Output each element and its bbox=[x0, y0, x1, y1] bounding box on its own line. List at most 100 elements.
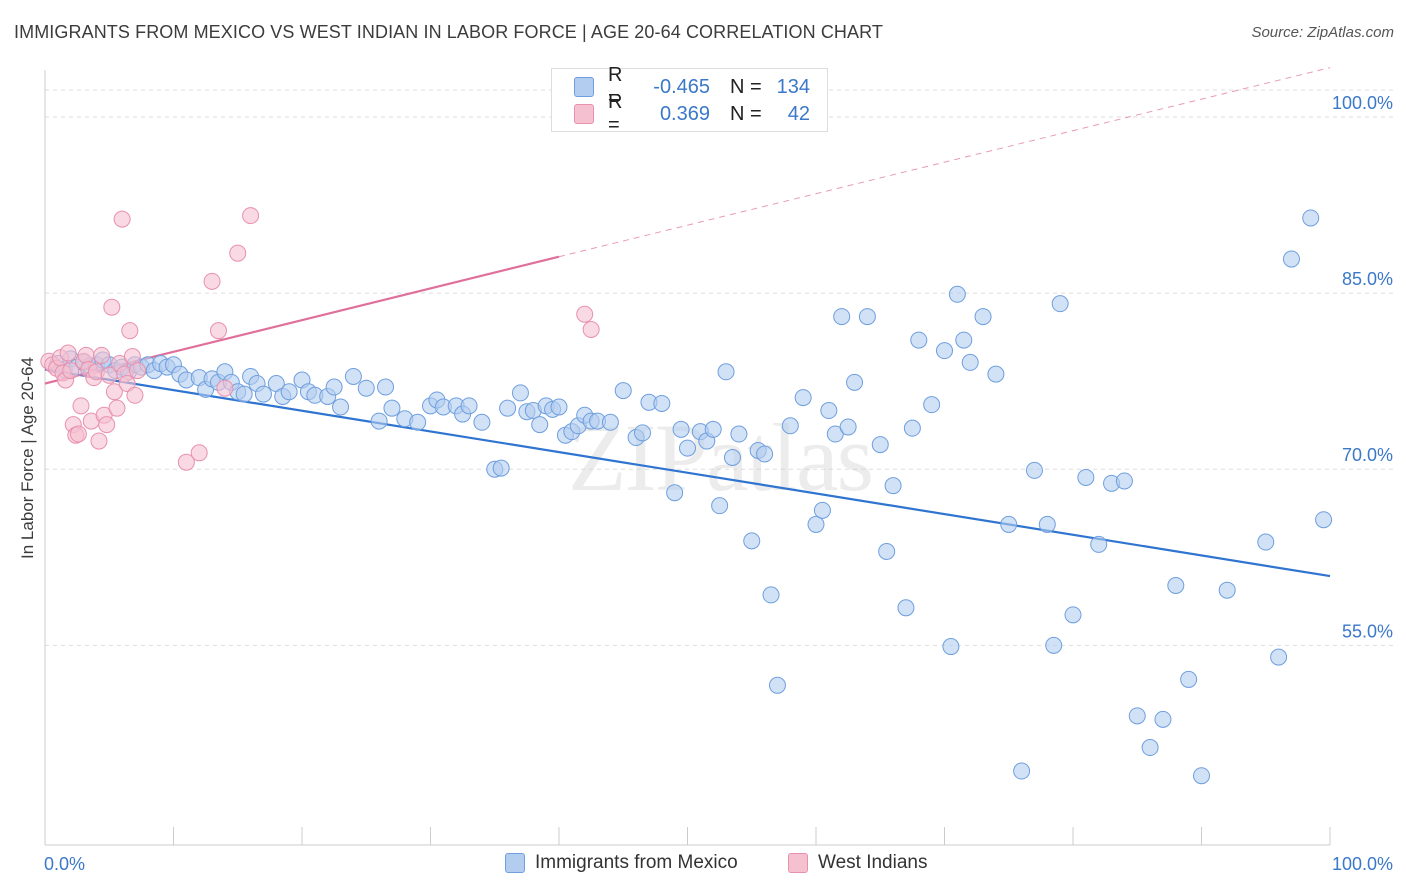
mexico-point bbox=[679, 439, 696, 457]
y-tick-label: 100.0% bbox=[1332, 93, 1393, 113]
west-indians-point bbox=[242, 207, 260, 225]
west-indians-point bbox=[203, 272, 221, 290]
mexico-point bbox=[846, 373, 864, 391]
mexico-point bbox=[1193, 767, 1210, 785]
west-indians-point bbox=[72, 397, 90, 415]
chart-title: IMMIGRANTS FROM MEXICO VS WEST INDIAN IN… bbox=[14, 22, 883, 42]
mexico-point bbox=[871, 436, 889, 454]
mexico-point bbox=[653, 394, 671, 412]
mexico-point bbox=[1051, 295, 1069, 313]
mexico-point bbox=[1218, 581, 1236, 599]
mexico-point bbox=[858, 308, 876, 326]
y-tick-label: 70.0% bbox=[1342, 445, 1393, 465]
legend-r-value: -0.465 bbox=[653, 75, 710, 98]
mexico-point bbox=[1302, 209, 1320, 227]
legend-n-label: N = bbox=[730, 102, 762, 125]
west-indians-point bbox=[108, 399, 126, 417]
y-tick-label: 55.0% bbox=[1342, 621, 1393, 641]
mexico-point bbox=[1064, 606, 1082, 624]
data-points bbox=[40, 207, 1333, 785]
west-indians-point bbox=[77, 346, 95, 364]
west-indians-point bbox=[93, 346, 111, 364]
legend-n-value: 134 bbox=[776, 75, 810, 98]
mexico-point bbox=[1167, 576, 1185, 594]
mexico-point bbox=[826, 425, 844, 443]
mexico-point bbox=[923, 396, 941, 414]
bottom-legend: Immigrants from Mexico West Indians bbox=[0, 852, 1406, 876]
mexico-point bbox=[614, 382, 632, 400]
mexico-point bbox=[903, 419, 921, 437]
mexico-point bbox=[813, 501, 831, 519]
mexico-point bbox=[781, 417, 799, 435]
mexico-point bbox=[1257, 533, 1275, 551]
mexico-point bbox=[987, 365, 1005, 383]
mexico-point bbox=[499, 399, 517, 417]
mexico-point bbox=[492, 459, 510, 477]
legend: R = -0.465 N = 134 R = 0.369 N = 42 bbox=[551, 64, 828, 136]
source-label: Source: ZipAtlas.com bbox=[1251, 24, 1394, 41]
west-indians-trend-extension bbox=[558, 67, 1331, 258]
west-indians-point bbox=[103, 298, 121, 316]
mexico-point bbox=[1115, 472, 1133, 490]
bottom-legend-swatch-blue bbox=[505, 853, 525, 873]
legend-r-value: 0.369 bbox=[659, 102, 710, 125]
mexico-point bbox=[730, 425, 748, 443]
west-indians-point bbox=[121, 322, 139, 340]
west-indians-point bbox=[90, 432, 108, 450]
west-indians-point bbox=[118, 375, 136, 393]
y-tick-label: 85.0% bbox=[1342, 269, 1393, 289]
mexico-point bbox=[1180, 670, 1198, 688]
mexico-point bbox=[936, 342, 953, 360]
mexico-point bbox=[1315, 511, 1333, 529]
mexico-point bbox=[672, 420, 690, 438]
west-indians-point bbox=[129, 362, 147, 380]
mexico-point bbox=[1282, 250, 1300, 268]
mexico-point bbox=[1013, 762, 1031, 780]
mexico-point bbox=[1270, 648, 1288, 666]
mexico-point bbox=[794, 389, 812, 407]
mexico-point bbox=[711, 497, 729, 515]
tick-labels: 55.0% 70.0% 85.0% 100.0% 0.0% 100.0% bbox=[44, 93, 1393, 874]
mexico-point bbox=[634, 424, 652, 442]
mexico-point bbox=[1025, 461, 1043, 479]
mexico-point bbox=[1038, 515, 1056, 533]
west-indians-point bbox=[582, 321, 600, 339]
mexico-point bbox=[897, 599, 915, 617]
mexico-point bbox=[839, 418, 857, 436]
bottom-legend-label: West Indians bbox=[818, 852, 928, 873]
mexico-point bbox=[1000, 515, 1018, 533]
legend-n-label: N = bbox=[730, 75, 762, 98]
west-indians-point bbox=[209, 322, 227, 340]
mexico-point bbox=[743, 532, 761, 550]
legend-row-west-indians: R = 0.369 N = 42 bbox=[574, 91, 810, 136]
mexico-point bbox=[377, 378, 395, 396]
mexico-point bbox=[511, 384, 529, 402]
legend-swatch-blue bbox=[574, 77, 594, 97]
legend-r-label: R = bbox=[608, 64, 623, 109]
x-tick-label: 100.0% bbox=[1332, 854, 1393, 874]
mexico-point bbox=[884, 477, 902, 495]
legend-r-label: R = bbox=[608, 91, 623, 136]
mexico-point bbox=[723, 449, 741, 466]
mexico-point bbox=[961, 353, 979, 371]
mexico-point bbox=[1141, 739, 1159, 757]
west-indians-point bbox=[126, 386, 144, 404]
mexico-point bbox=[955, 331, 973, 349]
west-indians-point bbox=[216, 379, 234, 397]
bottom-legend-item-west-indians: West Indians bbox=[788, 852, 927, 874]
mexico-point bbox=[601, 413, 619, 431]
mexico-point bbox=[974, 308, 992, 326]
west-indians-point bbox=[69, 425, 87, 443]
mexico-point bbox=[762, 586, 780, 604]
bottom-legend-swatch-pink bbox=[788, 853, 808, 873]
mexico-point bbox=[878, 542, 896, 560]
mexico-point bbox=[1090, 535, 1108, 553]
west-indians-point bbox=[113, 210, 131, 228]
mexico-point bbox=[768, 676, 786, 694]
x-tick-label: 0.0% bbox=[44, 854, 85, 874]
legend-row-mexico: R = -0.465 N = 134 bbox=[574, 64, 810, 109]
mexico-point bbox=[666, 484, 684, 502]
legend-n-value: 42 bbox=[787, 102, 810, 125]
mexico-point bbox=[910, 331, 928, 349]
mexico-point bbox=[370, 412, 388, 430]
